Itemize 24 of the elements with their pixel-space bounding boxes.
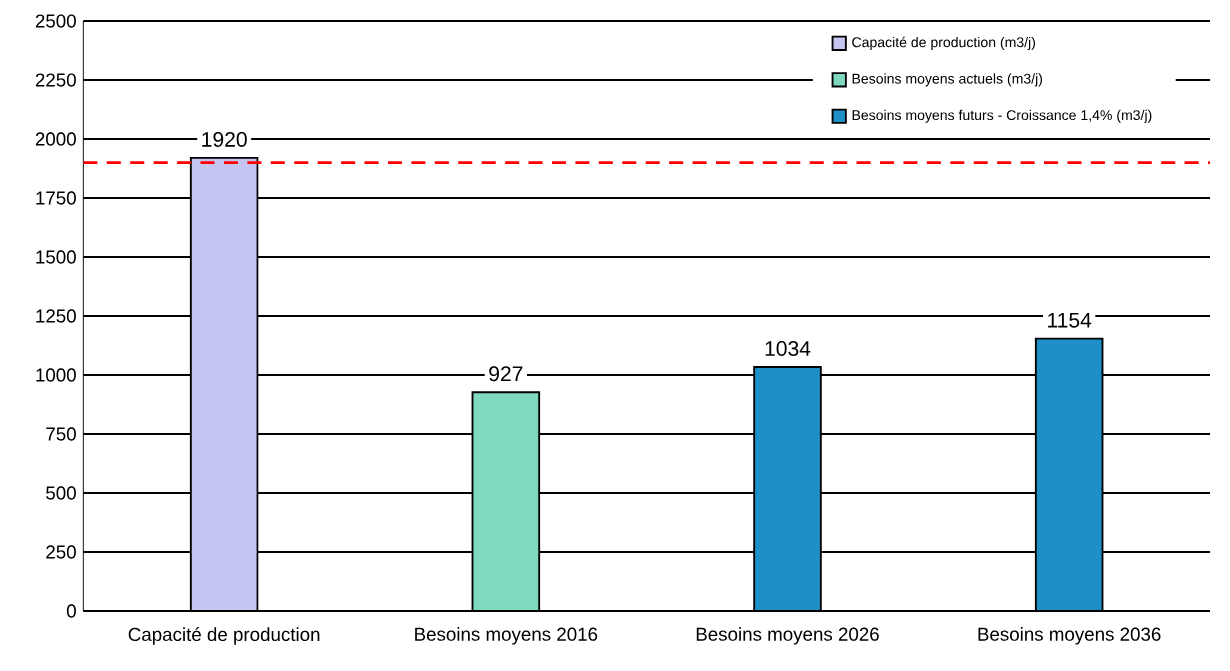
data-label: 1154 [1048, 312, 1092, 328]
legend-label: Besoins moyens actuels (m3/j) [852, 73, 1043, 87]
y-tick-label: 1000 [36, 368, 76, 382]
y-tick-label: 2250 [35, 73, 76, 87]
x-tick-label: Capacité de production [128, 627, 320, 645]
x-tick-label: Besoins moyens 2026 [696, 627, 879, 645]
legend-label: Capacité de production (m3/j) [852, 36, 1036, 50]
legend-label: Besoins moyens futurs - Croissance 1,4% (m3/j) [852, 109, 1152, 123]
data-label: 1034 [765, 341, 811, 356]
bar [753, 366, 822, 611]
data-label: 927 [489, 366, 523, 382]
y-tick-label: 1250 [36, 309, 76, 323]
bar [1034, 337, 1104, 611]
y-tick-label: 1750 [36, 191, 76, 205]
y-tick-label: 2500 [35, 14, 76, 28]
x-tick-label: Besoins moyens 2036 [978, 627, 1161, 645]
y-tick-label: 1500 [36, 250, 76, 264]
y-tick-label: 250 [46, 545, 76, 559]
data-label: 1920 [202, 131, 247, 147]
x-tick-label: Besoins moyens 2016 [415, 627, 598, 645]
y-tick-label: 500 [46, 486, 76, 500]
y-tick-label: 0 [66, 604, 76, 618]
y-tick-label: 750 [46, 427, 76, 441]
y-tick-label: 2000 [35, 132, 76, 146]
